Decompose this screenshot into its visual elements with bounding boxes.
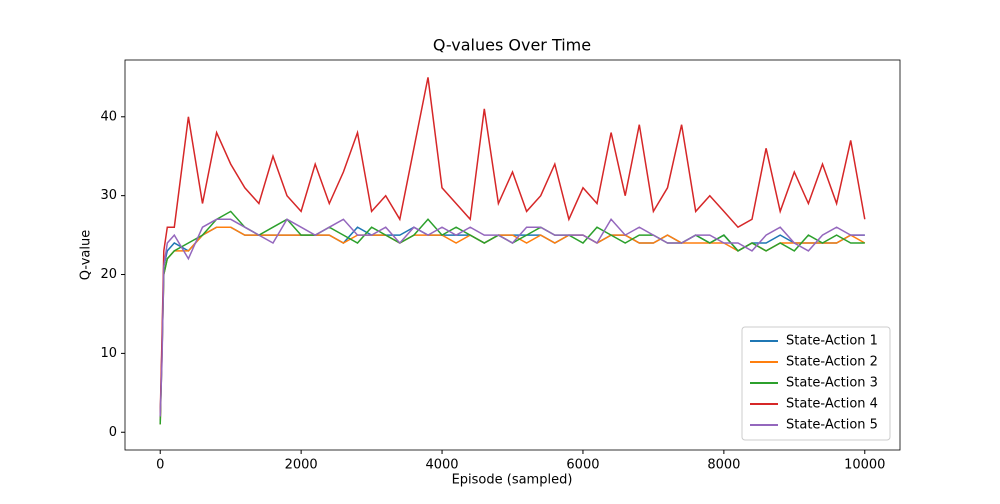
x-tick-label: 2000 (285, 458, 318, 473)
series-line (159, 77, 866, 417)
y-tick-label: 10 (100, 346, 117, 361)
y-tick-label: 40 (100, 109, 117, 124)
legend-label: State-Action 1 (786, 334, 878, 349)
y-tick-label: 30 (100, 188, 117, 203)
legend-label: State-Action 5 (786, 418, 878, 433)
series-line (159, 218, 865, 417)
legend-box (741, 326, 891, 441)
plot-frame (124, 59, 901, 451)
y-tick-label: 0 (109, 425, 117, 440)
legend-label: State-Action 2 (786, 355, 878, 370)
x-tick-label: 0 (156, 458, 164, 473)
legend-label: State-Action 3 (786, 376, 878, 391)
x-tick-label: 6000 (566, 458, 599, 473)
chart-title: Q-values Over Time (433, 36, 591, 55)
series-line (159, 210, 865, 425)
y-axis-label: Q-value (79, 230, 94, 280)
legend-label: State-Action 4 (786, 397, 878, 412)
x-tick-label: 4000 (425, 458, 458, 473)
x-tick-label: 10000 (844, 458, 885, 473)
y-tick-label: 20 (100, 267, 117, 282)
x-tick-label: 8000 (707, 458, 740, 473)
x-axis-label: Episode (sampled) (452, 473, 573, 488)
